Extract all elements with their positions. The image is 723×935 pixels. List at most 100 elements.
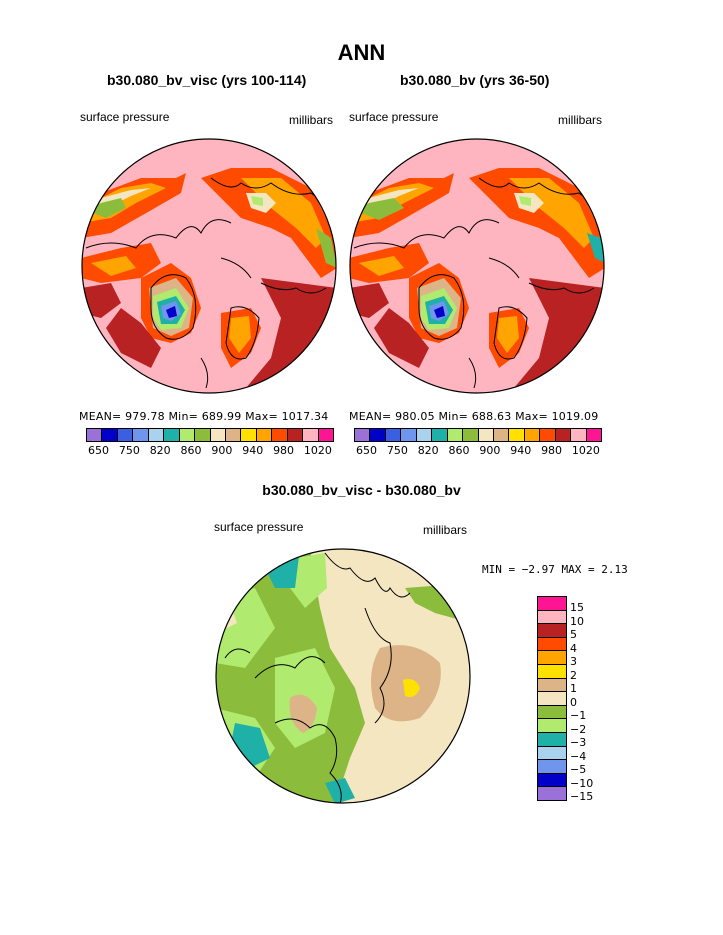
colorbar-swatch: [416, 429, 433, 441]
colorbar-swatch: [538, 787, 566, 800]
colorbar-tick-label: −1: [570, 709, 587, 722]
panel1-colorbar-ticks: 650 750 820 860 900 940 980 1020: [88, 444, 332, 457]
panel2-units-label: millibars: [558, 113, 603, 127]
panel2-coastlines: [353, 177, 600, 389]
colorbar-swatch: [538, 719, 566, 733]
colorbar-swatch: [318, 429, 333, 441]
colorbar-swatch: [87, 429, 103, 441]
colorbar-tick-label: 860: [448, 444, 470, 457]
colorbar-swatch: [538, 746, 566, 761]
colorbar-tick-label: 5: [570, 628, 577, 641]
colorbar-tick-label: −5: [570, 763, 587, 776]
panel2-colorbar-ticks: 650 750 820 860 900 940 980 1020: [356, 444, 600, 457]
colorbar-swatch: [225, 429, 242, 441]
colorbar-tick-label: 900: [479, 444, 501, 457]
colorbar-swatch: [117, 429, 134, 441]
colorbar-swatch: [555, 429, 572, 441]
colorbar-tick-label: 650: [88, 444, 109, 457]
colorbar-swatch: [385, 429, 402, 441]
colorbar-tick-label: 820: [417, 444, 439, 457]
colorbar-tick-label: 10: [570, 614, 584, 628]
colorbar-tick-label: −15: [570, 790, 594, 803]
colorbar-swatch: [179, 429, 196, 441]
colorbar-swatch: [586, 429, 601, 441]
panel2-subtitle: b30.080_bv (yrs 36-50): [400, 72, 550, 88]
diff-colorbar-ticks: 15 10 5 4 3 2 1 0 −1 −2 −3 −4 −5 −10 −15: [570, 601, 593, 804]
difference-polar-map: [215, 548, 471, 804]
diff-colorbar: [537, 596, 567, 801]
panel1-units-label: millibars: [289, 113, 334, 127]
colorbar-tick-label: 980: [541, 444, 563, 457]
colorbar-swatch: [509, 429, 525, 441]
panel1-variable-label: surface pressure: [80, 110, 170, 124]
colorbar-swatch: [538, 678, 566, 693]
panel2-stats: MEAN= 980.05 Min= 688.63 Max= 1019.09: [349, 410, 599, 423]
panel1-colorbar: [86, 428, 334, 442]
colorbar-tick-label: 750: [118, 444, 140, 457]
colorbar-tick-label: 1: [570, 682, 577, 695]
colorbar-tick-label: 900: [211, 444, 233, 457]
colorbar-swatch: [102, 429, 118, 441]
colorbar-swatch: [538, 760, 566, 774]
colorbar-swatch: [493, 429, 510, 441]
colorbar-tick-label: 940: [510, 444, 532, 457]
colorbar-swatch: [538, 705, 566, 720]
colorbar-tick-label: 1020: [303, 444, 332, 457]
colorbar-swatch: [256, 429, 273, 441]
panel1-contours: [82, 139, 336, 393]
colorbar-tick-label: 820: [149, 444, 171, 457]
colorbar-swatch: [538, 732, 566, 747]
colorbar-swatch: [538, 664, 566, 679]
colorbar-tick-label: −10: [570, 776, 594, 790]
colorbar-swatch: [355, 429, 371, 441]
colorbar-swatch: [195, 429, 211, 441]
colorbar-swatch: [538, 692, 566, 706]
colorbar-tick-label: −4: [570, 749, 587, 763]
colorbar-swatch: [463, 429, 479, 441]
colorbar-tick-label: 940: [242, 444, 264, 457]
panel1-polar-map: [81, 138, 337, 394]
colorbar-swatch: [538, 637, 566, 652]
colorbar-swatch: [148, 429, 165, 441]
colorbar-tick-label: 860: [180, 444, 202, 457]
colorbar-tick-label: 750: [386, 444, 408, 457]
colorbar-swatch: [272, 429, 288, 441]
diff-variable-label: surface pressure: [214, 520, 304, 534]
colorbar-tick-label: 4: [570, 641, 577, 655]
colorbar-swatch: [538, 651, 566, 665]
colorbar-swatch: [540, 429, 556, 441]
colorbar-tick-label: 3: [570, 655, 577, 668]
colorbar-swatch: [571, 429, 587, 441]
colorbar-swatch: [538, 610, 566, 625]
colorbar-tick-label: 15: [570, 601, 584, 614]
panel1-stats: MEAN= 979.78 Min= 689.99 Max= 1017.34: [79, 410, 329, 423]
colorbar-swatch: [432, 429, 448, 441]
colorbar-tick-label: 1020: [571, 444, 600, 457]
colorbar-swatch: [241, 429, 257, 441]
difference-title: b30.080_bv_visc - b30.080_bv: [262, 482, 461, 498]
colorbar-swatch: [133, 429, 149, 441]
difference-coastlines: [224, 552, 411, 803]
colorbar-swatch: [538, 597, 566, 611]
colorbar-swatch: [478, 429, 494, 441]
panel1-subtitle: b30.080_bv_visc (yrs 100-114): [107, 72, 307, 88]
colorbar-swatch: [538, 773, 566, 788]
colorbar-swatch: [164, 429, 180, 441]
difference-contours: [216, 549, 470, 803]
diff-stats: MIN = −2.97 MAX = 2.13: [482, 563, 628, 576]
panel1-coastlines: [85, 177, 332, 389]
colorbar-swatch: [210, 429, 226, 441]
diff-units-label: millibars: [423, 523, 468, 537]
colorbar-swatch: [524, 429, 541, 441]
colorbar-tick-label: 2: [570, 668, 577, 682]
colorbar-swatch: [401, 429, 417, 441]
colorbar-tick-label: −2: [570, 722, 587, 736]
colorbar-tick-label: −3: [570, 736, 587, 749]
colorbar-swatch: [303, 429, 319, 441]
panel2-contours: [350, 139, 604, 393]
panel2-polar-map: [349, 138, 605, 394]
panel2-variable-label: surface pressure: [349, 110, 439, 124]
colorbar-tick-label: 650: [356, 444, 377, 457]
panel2-colorbar: [354, 428, 602, 442]
colorbar-swatch: [287, 429, 304, 441]
